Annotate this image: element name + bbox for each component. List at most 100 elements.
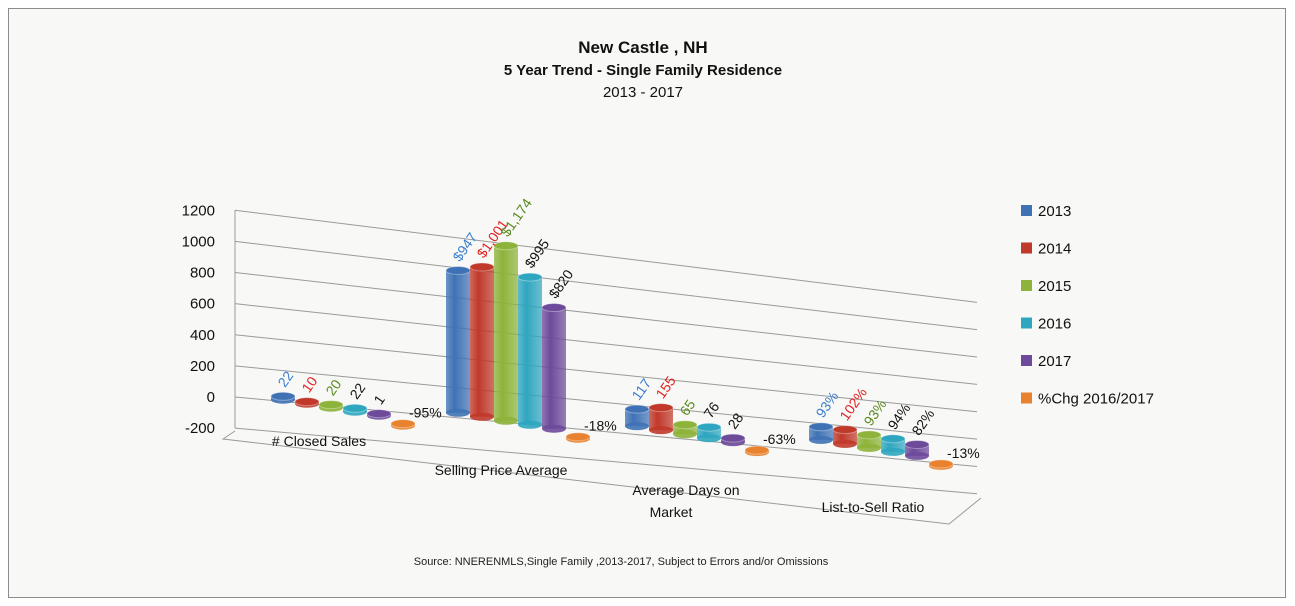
bar-2013 — [625, 409, 649, 427]
bar-base — [905, 451, 929, 460]
bar-base — [673, 430, 697, 439]
bar-2017 — [542, 307, 566, 429]
bar-base — [857, 443, 881, 452]
source-note: Source: NNERENMLS,Single Family ,2013-20… — [414, 556, 829, 568]
chart-canvas: 1200 1000 800 600 400 200 0 -200 # Closed Sales… — [182, 38, 1154, 568]
bar-top — [880, 434, 906, 444]
bar-base — [697, 434, 721, 443]
bar-top — [565, 432, 591, 442]
data-label: 22 — [346, 380, 368, 402]
data-label: 117 — [628, 375, 654, 403]
bar-2015 — [494, 245, 518, 421]
bar-2014 — [649, 407, 673, 431]
data-label: 65 — [676, 396, 698, 418]
y-tick-label: 0 — [207, 389, 215, 406]
bar-top — [832, 425, 858, 435]
chart-subtitle: 5 Year Trend - Single Family Residence — [504, 62, 782, 79]
legend-swatch — [1021, 392, 1032, 404]
bar-top — [342, 403, 368, 413]
legend-label: 2017 — [1038, 353, 1071, 370]
bar-top — [624, 404, 650, 414]
legend-label: 2015 — [1038, 278, 1071, 295]
data-label: -18% — [584, 418, 617, 434]
legend-label: 2013 — [1038, 203, 1071, 220]
bar-top — [517, 272, 543, 282]
bar-base — [494, 416, 518, 425]
legend-swatch — [1021, 205, 1032, 216]
floor-edge — [221, 430, 982, 525]
category-label: Selling Price Average — [435, 462, 568, 478]
bar-2014 — [833, 429, 857, 444]
data-label: 1 — [370, 392, 388, 408]
bar-top — [672, 420, 698, 430]
bar-2016 — [697, 427, 721, 439]
legend-swatch — [1021, 242, 1032, 254]
bar-base — [833, 439, 857, 448]
gridline — [234, 272, 978, 358]
bar-top — [390, 419, 416, 429]
bar-base — [625, 422, 649, 431]
category-label: # Closed Sales — [272, 433, 366, 449]
data-label: 20 — [322, 376, 344, 398]
gridline — [234, 427, 978, 495]
data-label: 76 — [700, 399, 722, 421]
legend-swatch — [1021, 280, 1032, 291]
bar-top — [318, 400, 344, 410]
data-label: 155 — [652, 373, 679, 401]
y-tick-label: 1000 — [182, 233, 215, 250]
category-label: Market — [650, 504, 693, 520]
chart-title: New Castle , NH — [578, 38, 707, 57]
data-label: 10 — [298, 373, 320, 395]
bar-2013 — [446, 270, 470, 413]
bar-top — [904, 440, 930, 450]
bar-base — [470, 412, 494, 421]
bar-top — [493, 241, 519, 251]
bar-top — [469, 262, 495, 272]
category-label: List-to-Sell Ratio — [822, 499, 925, 515]
data-label: -63% — [763, 431, 796, 447]
chart-frame: 1200 1000 800 600 400 200 0 -200 # Closed Sales… — [8, 8, 1286, 598]
bar-top — [541, 303, 567, 313]
gridline — [234, 334, 978, 413]
data-label: $995 — [521, 236, 552, 271]
bar-base — [518, 420, 542, 429]
data-label: -13% — [947, 445, 980, 461]
bar-top — [366, 409, 392, 419]
bar-base — [446, 408, 470, 417]
legend-swatch — [1021, 317, 1032, 329]
bar-top — [856, 430, 882, 440]
legend-swatch — [1021, 355, 1032, 366]
data-label: $820 — [545, 266, 576, 301]
chart-years: 2013 - 2017 — [603, 84, 683, 101]
bar-2015 — [673, 424, 697, 435]
bar-top — [720, 433, 746, 443]
data-label: $1,174 — [497, 195, 535, 239]
bar-base — [881, 447, 905, 456]
bar-top — [744, 445, 770, 455]
gridline — [234, 240, 978, 331]
bar-base — [542, 424, 566, 433]
bar-top — [270, 391, 296, 401]
category-label: Average Days on — [632, 482, 739, 498]
legend-label: 2014 — [1038, 241, 1071, 258]
bar-top — [696, 422, 722, 432]
bar-top — [808, 422, 834, 432]
y-tick-label: -200 — [185, 420, 215, 437]
y-tick-label: 1200 — [182, 202, 215, 219]
legend-label: %Chg 2016/2017 — [1038, 391, 1154, 408]
bar-base — [809, 435, 833, 444]
y-tick-label: 200 — [190, 358, 215, 375]
data-label: 28 — [724, 410, 746, 432]
gridline — [234, 303, 978, 385]
bar-2016 — [518, 277, 542, 425]
bar-top — [445, 265, 471, 275]
bar-2014 — [470, 266, 494, 417]
bar-top — [648, 403, 674, 413]
bar-2017 — [905, 444, 929, 456]
bar-top — [294, 397, 320, 407]
data-label: -95% — [409, 405, 442, 421]
y-tick-label: 800 — [190, 265, 215, 282]
bar-base — [649, 426, 673, 435]
gridline — [234, 209, 978, 303]
data-label: 82% — [908, 406, 937, 438]
